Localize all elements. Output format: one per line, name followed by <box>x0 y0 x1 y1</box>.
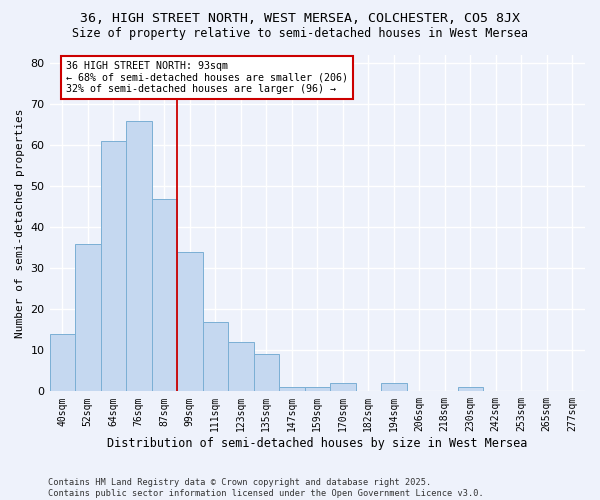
Bar <box>279 387 305 392</box>
Text: Size of property relative to semi-detached houses in West Mersea: Size of property relative to semi-detach… <box>72 28 528 40</box>
Bar <box>254 354 279 392</box>
Text: 36, HIGH STREET NORTH, WEST MERSEA, COLCHESTER, CO5 8JX: 36, HIGH STREET NORTH, WEST MERSEA, COLC… <box>80 12 520 26</box>
Bar <box>101 141 126 392</box>
Bar <box>228 342 254 392</box>
Bar <box>75 244 101 392</box>
Text: Contains HM Land Registry data © Crown copyright and database right 2025.
Contai: Contains HM Land Registry data © Crown c… <box>48 478 484 498</box>
Bar <box>152 198 177 392</box>
Bar <box>177 252 203 392</box>
Bar <box>305 387 330 392</box>
Bar <box>458 387 483 392</box>
Bar <box>381 383 407 392</box>
X-axis label: Distribution of semi-detached houses by size in West Mersea: Distribution of semi-detached houses by … <box>107 437 527 450</box>
Text: 36 HIGH STREET NORTH: 93sqm
← 68% of semi-detached houses are smaller (206)
32% : 36 HIGH STREET NORTH: 93sqm ← 68% of sem… <box>66 61 348 94</box>
Bar <box>330 383 356 392</box>
Bar <box>203 322 228 392</box>
Bar <box>126 120 152 392</box>
Bar <box>50 334 75 392</box>
Y-axis label: Number of semi-detached properties: Number of semi-detached properties <box>15 108 25 338</box>
